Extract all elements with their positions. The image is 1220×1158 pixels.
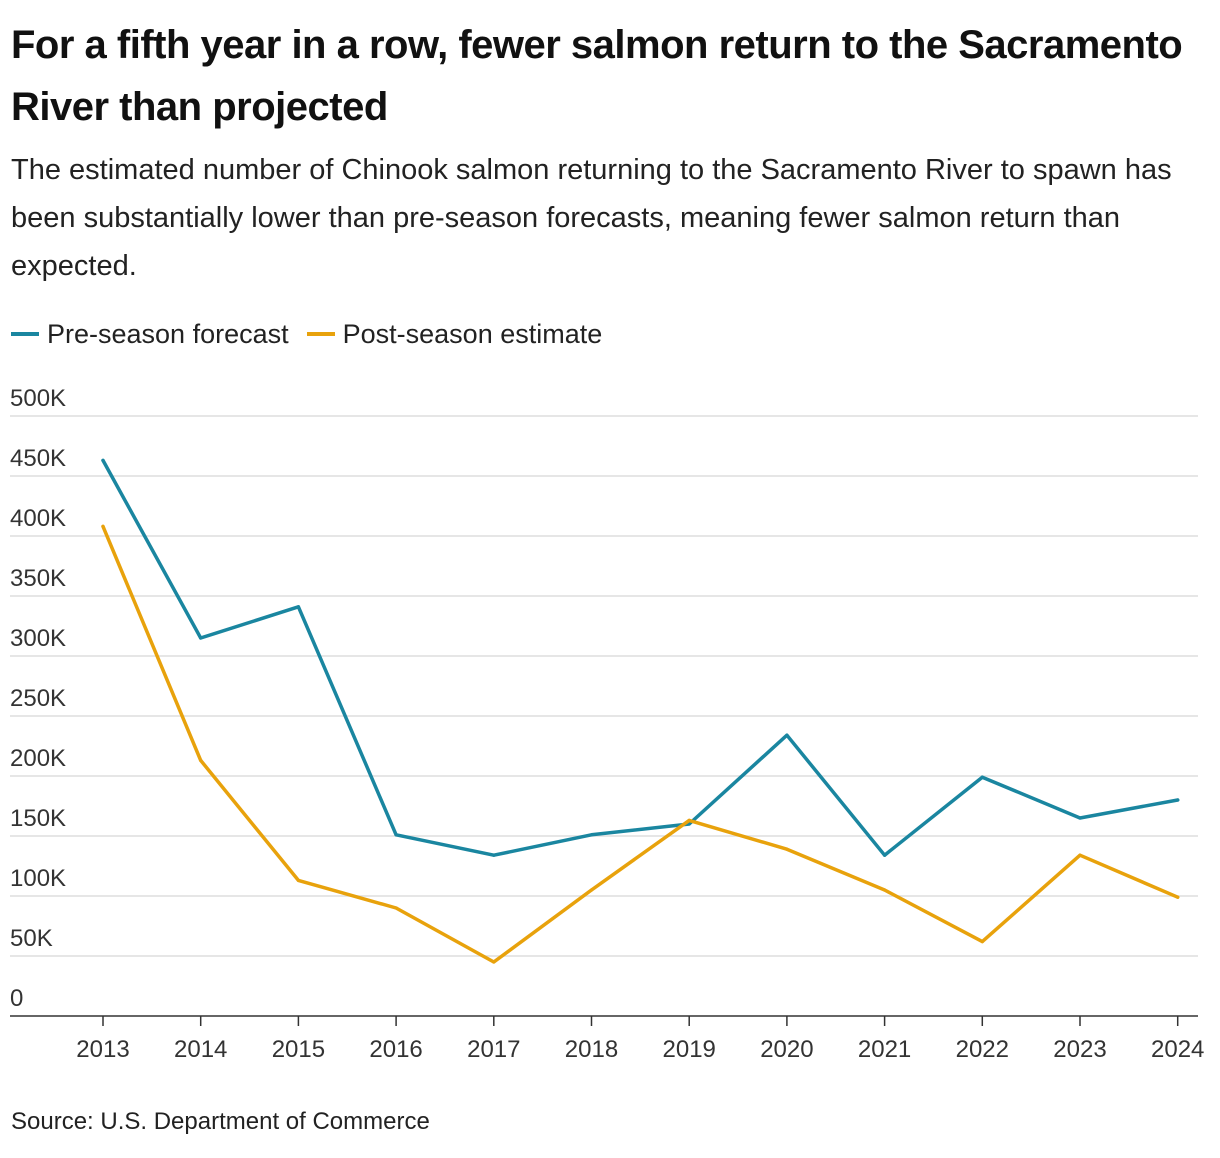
legend-item-forecast: Pre-season forecast <box>11 319 289 350</box>
x-tick-label: 2017 <box>467 1036 520 1063</box>
y-tick-label: 250K <box>10 685 66 712</box>
y-tick-label: 200K <box>10 745 66 772</box>
estimate-data-point <box>296 878 300 882</box>
forecast-data-point <box>883 853 887 857</box>
x-tick-label: 2016 <box>369 1036 422 1063</box>
legend-swatch-estimate <box>306 332 335 336</box>
y-tick-label: 300K <box>10 625 66 652</box>
estimate-data-point <box>394 906 398 910</box>
y-tick-label: 50K <box>10 925 53 952</box>
legend-label-forecast: Pre-season forecast <box>47 318 289 349</box>
y-tick-label: 0 <box>10 985 23 1012</box>
forecast-data-point <box>394 833 398 837</box>
legend: Pre-season forecast Post-season estimate <box>11 314 620 354</box>
x-tick-label: 2023 <box>1053 1036 1106 1063</box>
forecast-data-point <box>980 775 984 779</box>
chart-title: For a fifth year in a row, fewer salmon … <box>11 23 1183 129</box>
estimate-data-point <box>1176 895 1180 899</box>
series-line-pre-season-forecast <box>101 458 1180 857</box>
y-tick-label: 150K <box>10 805 66 832</box>
estimate-data-point <box>687 818 691 822</box>
estimate-data-point <box>883 888 887 892</box>
estimate-data-point <box>785 847 789 851</box>
forecast-data-point <box>589 833 594 837</box>
legend-label-estimate: Post-season estimate <box>342 318 603 349</box>
chart-subtitle: The estimated number of Chinook salmon r… <box>11 154 1172 282</box>
x-tick-label: 2013 <box>76 1036 129 1063</box>
x-tick-label: 2021 <box>858 1036 911 1063</box>
line-chart: 0 50K 100K 150K 200K 250K 300K 350K 400K 450K 500K… <box>10 385 1204 1063</box>
forecast-data-point <box>296 605 300 609</box>
x-tick-label: 2022 <box>956 1036 1009 1063</box>
estimate-data-point <box>980 940 984 944</box>
estimate-data-point <box>1078 853 1082 857</box>
estimate-data-point <box>199 758 203 762</box>
forecast-data-point <box>101 458 105 462</box>
y-tick-label: 400K <box>10 505 66 532</box>
legend-item-estimate: Post-season estimate <box>306 318 603 350</box>
forecast-data-point <box>1078 816 1082 820</box>
source-note: Source: U.S. Department of Commerce <box>11 1108 430 1135</box>
x-tick-label: 2015 <box>272 1036 325 1063</box>
y-tick-label: 450K <box>10 445 66 472</box>
forecast-data-point <box>492 853 496 857</box>
x-tick-label: 2019 <box>663 1036 716 1063</box>
estimate-data-point <box>101 524 105 528</box>
x-tick-label: 2014 <box>174 1036 227 1063</box>
x-tick-label: 2018 <box>565 1036 618 1063</box>
y-tick-label: 100K <box>10 865 66 892</box>
y-tick-label: 350K <box>10 565 66 592</box>
x-tick-label: 2024 <box>1151 1036 1204 1063</box>
series-line-post-season-estimate <box>101 524 1180 964</box>
forecast-data-point <box>687 822 691 826</box>
y-tick-label: 500K <box>10 385 66 412</box>
estimate-data-point <box>492 960 496 964</box>
forecast-data-point <box>1176 798 1180 802</box>
forecast-data-point <box>785 733 789 737</box>
legend-swatch-forecast <box>11 332 39 336</box>
x-tick-label: 2020 <box>760 1036 813 1063</box>
estimate-data-point <box>589 888 594 892</box>
forecast-data-point <box>199 636 203 640</box>
